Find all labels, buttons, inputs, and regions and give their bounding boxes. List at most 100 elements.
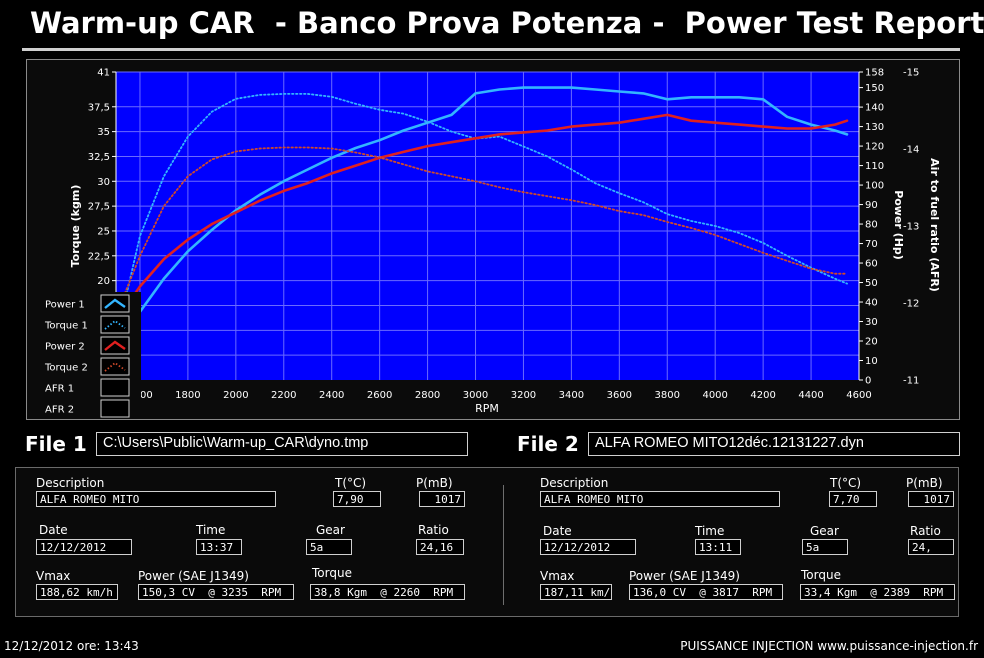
run1-description-label: Description: [36, 476, 105, 490]
legend-swatch-box: [100, 315, 130, 334]
y-right-tick-label: 158: [865, 68, 884, 79]
y-right-tick-label: 110: [865, 161, 884, 172]
run2-ratio-field[interactable]: 24,: [908, 539, 954, 555]
y-right-tick-label: 130: [865, 122, 884, 133]
legend-swatch-box: [100, 378, 130, 397]
run1-time-field[interactable]: 13:37: [196, 539, 242, 555]
y-right-tick-label: 140: [865, 103, 884, 114]
legend-swatch-box: [100, 399, 130, 418]
run2-pressure-label: P(mB): [906, 476, 943, 490]
y-afr-tick-label: -15: [903, 68, 919, 79]
file1-path-field[interactable]: C:\Users\Public\Warm-up_CAR\dyno.tmp: [96, 432, 468, 456]
y-right-tick-label: 20: [865, 337, 878, 348]
run1-description-field[interactable]: ALFA ROMEO MITO: [36, 491, 276, 507]
run2-time-label: Time: [695, 524, 725, 538]
y-afr-tick-label: -12: [903, 299, 919, 310]
run1-torque-field[interactable]: 38,8 Kgm @ 2260 RPM: [310, 584, 465, 600]
y-right-tick-label: 70: [865, 239, 878, 250]
run1-temp-label: T(°C): [335, 476, 367, 490]
run2-description-field[interactable]: ALFA ROMEO MITO: [540, 491, 780, 507]
x-axis-label: RPM: [475, 402, 499, 415]
run1-temp-field[interactable]: 7,90: [333, 491, 381, 507]
y-right-tick-label: 120: [865, 142, 884, 153]
y-right-tick-label: 150: [865, 83, 884, 94]
legend-swatch-box: [100, 336, 130, 355]
y-afr-tick-label: -14: [903, 145, 919, 156]
y-left-tick-label: 30: [97, 177, 110, 188]
run2-pressure-field[interactable]: 1017: [908, 491, 954, 507]
legend-swatch-line: [104, 319, 126, 330]
run1-ratio-field[interactable]: 24,16: [416, 539, 464, 555]
plot-area: [116, 72, 859, 380]
legend-swatch-line: [104, 340, 126, 351]
x-tick-label: 4000: [702, 390, 727, 401]
x-tick-label: 2600: [367, 390, 392, 401]
run1-date-field[interactable]: 12/12/2012: [36, 539, 132, 555]
x-tick-label: 1800: [175, 390, 200, 401]
file1-label: File 1: [25, 432, 87, 456]
x-tick-label: 2200: [271, 390, 296, 401]
run2-date-label: Date: [543, 524, 572, 538]
legend-label: Power 2: [45, 342, 85, 353]
legend-swatch-line: [104, 361, 126, 372]
run2-description-label: Description: [540, 476, 609, 490]
legend-label: AFR 1: [45, 384, 74, 395]
run1-pressure-field[interactable]: 1017: [419, 491, 465, 507]
x-tick-label: 2000: [223, 390, 248, 401]
run2-vmax-label: Vmax: [540, 569, 575, 583]
y-left-axis-label: Torque (kgm): [69, 185, 82, 268]
y-left-tick-label: 41: [97, 68, 110, 79]
file2-path-field[interactable]: ALFA ROMEO MITO12déc.12131227.dyn: [588, 432, 960, 456]
legend-label: AFR 2: [45, 405, 74, 416]
file2-label: File 2: [517, 432, 579, 456]
run2-power-field[interactable]: 136,0 CV @ 3817 RPM: [629, 584, 783, 600]
x-tick-label: 3800: [655, 390, 680, 401]
legend-label: Power 1: [45, 300, 85, 311]
y-right-tick-label: 30: [865, 317, 878, 328]
run1-vmax-field[interactable]: 188,62 km/h: [36, 584, 118, 600]
run1-vmax-label: Vmax: [36, 569, 71, 583]
x-tick-label: 3400: [559, 390, 584, 401]
x-tick-label: 4400: [798, 390, 823, 401]
y-right-tick-label: 90: [865, 200, 878, 211]
run1-torque-label: Torque: [312, 566, 352, 580]
y-right-tick-label: 50: [865, 278, 878, 289]
status-brand: PUISSANCE INJECTION www.puissance-inject…: [680, 639, 978, 653]
run2-torque-field[interactable]: 33,4 Kgm @ 2389 RPM: [800, 584, 955, 600]
status-datetime: 12/12/2012 ore: 13:43: [4, 639, 139, 653]
x-tick-label: 4600: [846, 390, 871, 401]
y-right-axis-label: Power (Hp): [892, 190, 905, 260]
x-tick-label: 3000: [463, 390, 488, 401]
series-line-3: [114, 113, 849, 323]
y-left-tick-label: 25: [97, 226, 110, 237]
x-tick-label: 3600: [607, 390, 632, 401]
legend-label: Torque 1: [44, 321, 88, 332]
legend-swatch-box: [100, 357, 130, 376]
dyno-chart-svg: 1600180020002200240026002800300032003400…: [37, 68, 941, 419]
legend-label: Torque 2: [44, 363, 88, 374]
y-left-tick-label: 22,5: [88, 251, 110, 262]
run1-pressure-label: P(mB): [416, 476, 453, 490]
run2-torque-label: Torque: [801, 568, 841, 582]
page-title: Warm-up CAR - Banco Prova Potenza - Powe…: [30, 6, 984, 40]
run1-gear-field[interactable]: 5a: [306, 539, 352, 555]
y-left-tick-label: 20: [97, 276, 110, 287]
run2-time-field[interactable]: 13:11: [695, 539, 741, 555]
run1-time-label: Time: [196, 523, 226, 537]
x-tick-label: 2800: [415, 390, 440, 401]
y-left-tick-label: 27,5: [88, 202, 110, 213]
x-tick-label: 4200: [750, 390, 775, 401]
run2-temp-label: T(°C): [830, 476, 862, 490]
run2-temp-field[interactable]: 7,70: [829, 491, 877, 507]
title-bar: Warm-up CAR - Banco Prova Potenza - Powe…: [0, 0, 984, 52]
y-right-tick-label: 80: [865, 220, 878, 231]
run2-gear-field[interactable]: 5a: [802, 539, 848, 555]
dyno-chart: 1600180020002200240026002800300032003400…: [26, 59, 960, 420]
run1-power-field[interactable]: 150,3 CV @ 3235 RPM: [138, 584, 294, 600]
series-line-4: [115, 146, 848, 317]
run2-vmax-field[interactable]: 187,11 km/: [540, 584, 612, 600]
run2-date-field[interactable]: 12/12/2012: [540, 539, 636, 555]
run2-gear-label: Gear: [810, 524, 839, 538]
run1-gear-label: Gear: [316, 523, 345, 537]
series-line-1: [114, 86, 849, 353]
